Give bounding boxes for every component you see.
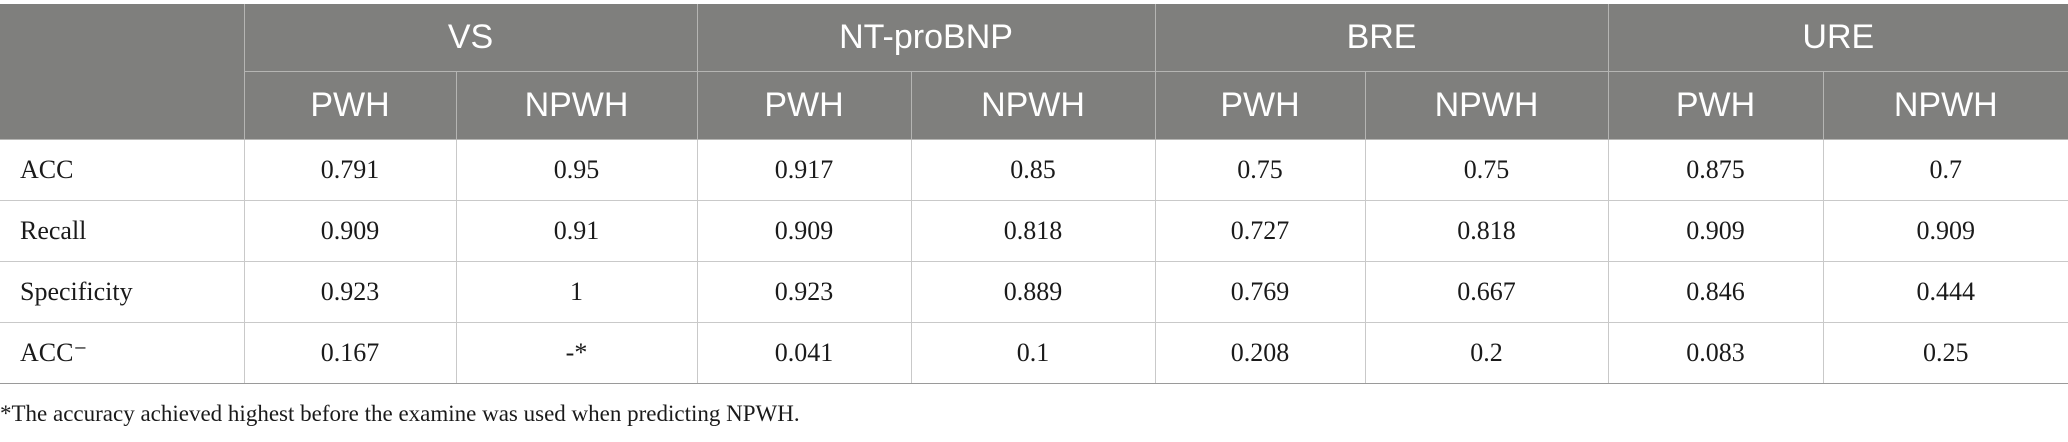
table-cell: 0.95 — [455, 139, 698, 201]
row-label: Recall — [0, 200, 245, 262]
table-cell: 0.7 — [1822, 139, 2068, 201]
table-cell: 0.083 — [1607, 322, 1824, 384]
sub-header: PWH — [696, 71, 912, 140]
group-header-ure: URE — [1607, 4, 2068, 72]
row-label: Specificity — [0, 261, 245, 323]
table-cell: 0.909 — [696, 200, 912, 262]
table-cell: 0.85 — [910, 139, 1156, 201]
table-cell: 0.2 — [1364, 322, 1609, 384]
sub-header: NPWH — [1364, 71, 1609, 140]
table-cell: 0.727 — [1154, 200, 1366, 262]
table-cell: 0.909 — [1607, 200, 1824, 262]
results-table: VS NT-proBNP BRE URE PWH NPWH PWH NPWH P… — [0, 4, 2068, 384]
sub-header: NPWH — [1822, 71, 2068, 140]
table-cell: 0.91 — [455, 200, 698, 262]
row-label: ACC⁻ — [0, 322, 245, 384]
table-cell: 0.208 — [1154, 322, 1366, 384]
table-cell: -* — [455, 322, 698, 384]
table-cell: 0.444 — [1822, 261, 2068, 323]
group-header-nt-probnp: NT-proBNP — [696, 4, 1156, 72]
table-row-acc-minus: ACC⁻ 0.167 -* 0.041 0.1 0.208 0.2 0.083 … — [0, 322, 2068, 384]
table-cell: 0.846 — [1607, 261, 1824, 323]
sub-header-row: PWH NPWH PWH NPWH PWH NPWH PWH NPWH — [0, 71, 2068, 140]
table-cell: 0.769 — [1154, 261, 1366, 323]
table-header: VS NT-proBNP BRE URE PWH NPWH PWH NPWH P… — [0, 4, 2068, 140]
table-footnote: *The accuracy achieved highest before th… — [0, 401, 800, 426]
table-cell: 0.917 — [696, 139, 912, 201]
table-cell: 0.889 — [910, 261, 1156, 323]
table-row-specificity: Specificity 0.923 1 0.923 0.889 0.769 0.… — [0, 261, 2068, 323]
table-cell: 0.875 — [1607, 139, 1824, 201]
table-cell: 0.909 — [1822, 200, 2068, 262]
table-row-recall: Recall 0.909 0.91 0.909 0.818 0.727 0.81… — [0, 200, 2068, 262]
corner-cell — [0, 4, 245, 140]
table-cell: 0.667 — [1364, 261, 1609, 323]
table-cell: 0.1 — [910, 322, 1156, 384]
table-cell: 0.818 — [910, 200, 1156, 262]
table-row-acc: ACC 0.791 0.95 0.917 0.85 0.75 0.75 0.87… — [0, 139, 2068, 201]
table-cell: 1 — [455, 261, 698, 323]
row-label: ACC — [0, 139, 245, 201]
table-cell: 0.791 — [243, 139, 457, 201]
group-header-row: VS NT-proBNP BRE URE — [0, 4, 2068, 140]
table-cell: 0.75 — [1154, 139, 1366, 201]
sub-header: PWH — [243, 71, 457, 140]
table-cell: 0.923 — [696, 261, 912, 323]
sub-header: NPWH — [910, 71, 1156, 140]
table-body: ACC 0.791 0.95 0.917 0.85 0.75 0.75 0.87… — [0, 139, 2068, 384]
group-header-bre: BRE — [1154, 4, 1609, 72]
table-cell: 0.909 — [243, 200, 457, 262]
table-cell: 0.167 — [243, 322, 457, 384]
sub-header: PWH — [1607, 71, 1824, 140]
table-cell: 0.818 — [1364, 200, 1609, 262]
group-header-vs: VS — [243, 4, 698, 72]
sub-header: NPWH — [455, 71, 698, 140]
table-cell: 0.923 — [243, 261, 457, 323]
sub-header: PWH — [1154, 71, 1366, 140]
table-cell: 0.041 — [696, 322, 912, 384]
table-cell: 0.75 — [1364, 139, 1609, 201]
table-cell: 0.25 — [1822, 322, 2068, 384]
results-table-container: VS NT-proBNP BRE URE PWH NPWH PWH NPWH P… — [0, 4, 2068, 384]
